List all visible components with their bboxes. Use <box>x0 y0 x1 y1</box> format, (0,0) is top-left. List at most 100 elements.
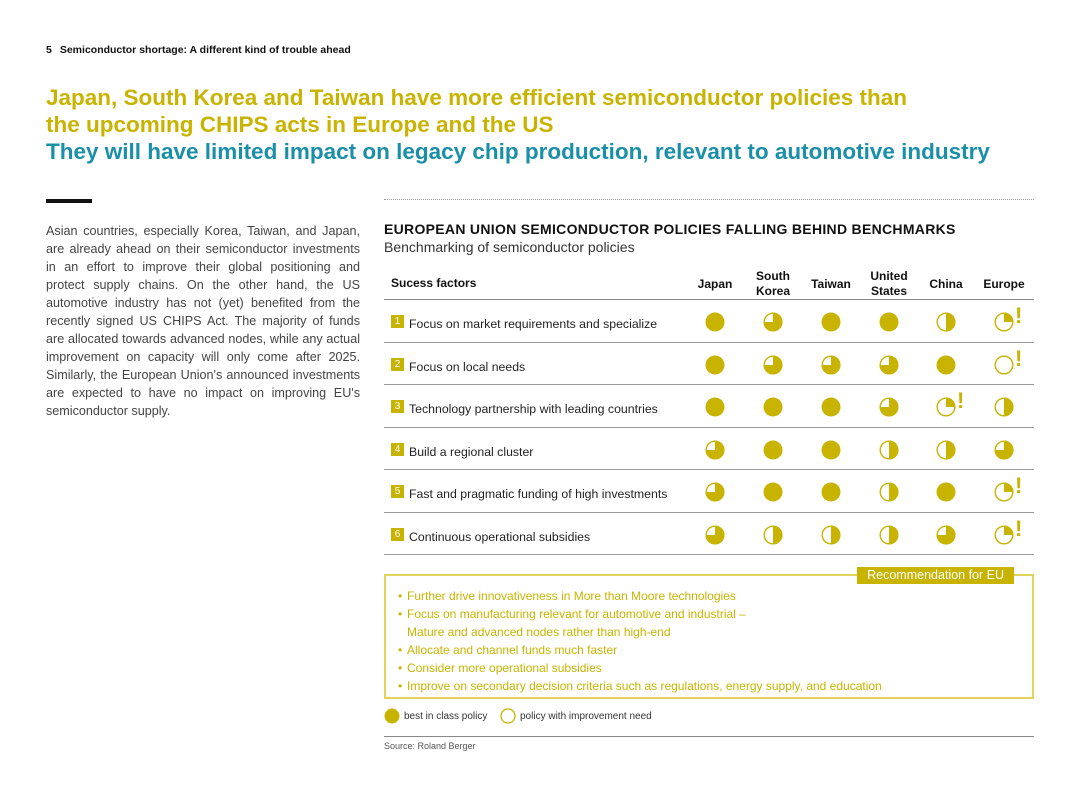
table-row: 2 Focus on local needs! <box>384 343 1034 385</box>
bullet-icon: • <box>398 589 403 603</box>
harvey-ball-icon <box>879 312 899 332</box>
country-column-header-line-2: Korea <box>755 284 790 298</box>
page-number: 5 <box>46 44 52 56</box>
harvey-ball-icon: ! <box>994 347 1022 375</box>
row-factor-label: Focus on market requirements and special… <box>409 317 658 331</box>
harvey-ball-icon <box>879 354 899 375</box>
harvey-ball-icon <box>705 482 725 502</box>
warning-exclamation-icon: ! <box>1015 473 1023 498</box>
harvey-ball-icon <box>936 482 956 502</box>
row-number-badge: 1 <box>391 315 404 328</box>
row-number-badge: 2 <box>391 357 404 371</box>
bullet-icon: • <box>398 679 403 693</box>
benchmark-table: Sucess factors Japan South Korea Taiwan Unit… <box>384 262 1034 555</box>
harvey-ball-icon <box>763 397 783 417</box>
full-circle-icon <box>384 708 400 724</box>
harvey-ball-icon <box>821 524 841 545</box>
harvey-ball-icon <box>879 397 899 417</box>
harvey-ball-icon <box>763 440 783 460</box>
country-column-header: South Korea <box>738 269 808 299</box>
body-paragraph: Asian countries, especially Korea, Taiwa… <box>46 224 360 418</box>
harvey-ball-icon <box>821 312 841 332</box>
table-row: 6 Continuous operational subsidies! <box>384 513 1034 555</box>
headline-line-2: the upcoming CHIPS acts in Europe and th… <box>46 112 554 137</box>
harvey-ball-icon <box>705 312 725 332</box>
harvey-ball-icon <box>705 397 725 417</box>
harvey-ball-icon <box>994 397 1014 417</box>
recommendation-text-continued: Mature and advanced nodes rather than hi… <box>407 625 671 639</box>
warning-exclamation-icon: ! <box>1015 515 1023 541</box>
page-header: 5 Semiconductor shortage: A different kin… <box>46 44 351 56</box>
recommendation-text: Consider more operational subsidies <box>407 661 602 675</box>
recommendation-item: • Focus on manufacturing relevant for aut… <box>398 605 882 641</box>
recommendation-text: Focus on manufacturing relevant for auto… <box>407 607 746 621</box>
harvey-ball-icon: ! <box>994 517 1022 545</box>
row-number-badge: 6 <box>391 527 404 541</box>
country-column-header-line-1: United <box>870 269 908 283</box>
harvey-ball-icon: ! <box>994 305 1022 332</box>
recommendation-item: • Further drive innovativeness in More th… <box>398 587 882 605</box>
row-factor-label: Build a regional cluster <box>409 444 534 459</box>
section-rule-dotted <box>384 199 1034 200</box>
harvey-ball-icon <box>879 439 899 460</box>
legend-need: policy with improvement need <box>500 708 652 724</box>
country-column-header-line-1: China <box>929 277 963 291</box>
harvey-ball-icon: ! <box>936 390 964 417</box>
country-column-header-line-1: South <box>756 269 790 283</box>
headline-subline: They will have limited impact on legacy … <box>46 139 990 164</box>
country-column-header-line-2: States <box>870 284 908 298</box>
recommendation-box: Recommendation for EU • Further drive inn… <box>384 567 1034 699</box>
harvey-ball-icon <box>879 524 899 545</box>
recommendation-list: • Further drive innovativeness in More th… <box>398 587 882 695</box>
table-body: 1 Focus on market requirements and specia… <box>384 300 1034 555</box>
harvey-ball-icon <box>879 482 899 502</box>
country-column-header-line-1: Europe <box>983 277 1025 291</box>
harvey-ball-icon <box>936 312 956 332</box>
chart-subtitle: Benchmarking of semiconductor policies <box>384 239 635 255</box>
harvey-ball-icon <box>763 482 783 502</box>
country-column-header: Europe <box>969 277 1039 292</box>
bullet-icon: • <box>398 661 403 675</box>
row-number-badge: 3 <box>391 400 404 413</box>
harvey-ball-icon <box>763 524 783 545</box>
recommendation-item: • Consider more operational subsidies <box>398 659 882 677</box>
recommendation-text: Improve on secondary decision criteria s… <box>407 679 882 693</box>
country-column-header: United States <box>854 269 924 299</box>
source-note: Source: Roland Berger <box>384 741 476 751</box>
country-column-header-line-1: Taiwan <box>811 277 851 291</box>
country-column-header-line-1: Japan <box>697 277 733 291</box>
harvey-ball-icon <box>821 482 841 502</box>
warning-exclamation-icon: ! <box>1015 345 1023 371</box>
harvey-ball-icon <box>936 439 956 460</box>
harvey-ball-icon <box>994 439 1014 460</box>
empty-circle-icon <box>500 708 516 724</box>
row-factor-label: Technology partnership with leading coun… <box>409 402 658 416</box>
harvey-ball-icon <box>821 440 841 460</box>
source-rule <box>384 736 1034 737</box>
table-row: 3 Technology partnership with leading cou… <box>384 385 1034 428</box>
harvey-ball-icon <box>821 397 841 417</box>
harvey-ball-icon <box>763 312 783 332</box>
country-column-header: Taiwan <box>796 277 866 292</box>
headline: Japan, South Korea and Taiwan have more … <box>46 84 1046 165</box>
bullet-icon: • <box>398 643 403 657</box>
legend-need-label: policy with improvement need <box>520 710 652 722</box>
country-column-header: China <box>911 277 981 292</box>
recommendation-text: Allocate and channel funds much faster <box>407 643 618 657</box>
page-header-title: Semiconductor shortage: A different kind… <box>59 44 351 56</box>
harvey-ball-icon: ! <box>994 475 1022 502</box>
legend-best-label: best in class policy <box>404 710 488 722</box>
table-row: 5 Fast and pragmatic funding of high inve… <box>384 470 1034 513</box>
country-column-header: Japan <box>680 277 750 292</box>
harvey-ball-icon <box>936 524 956 545</box>
row-factor-label: Focus on local needs <box>409 359 526 374</box>
table-row: 4 Build a regional cluster <box>384 428 1034 470</box>
harvey-ball-icon <box>821 354 841 375</box>
section-rule-black <box>46 199 92 203</box>
row-number-badge: 5 <box>391 485 404 498</box>
warning-exclamation-icon: ! <box>1015 303 1023 328</box>
recommendation-item: • Allocate and channel funds much faster <box>398 641 882 659</box>
recommendation-text: Further drive innovativeness in More tha… <box>407 589 736 603</box>
legend-best: best in class policy <box>384 708 487 724</box>
row-factor-label: Continuous operational subsidies <box>409 529 591 544</box>
